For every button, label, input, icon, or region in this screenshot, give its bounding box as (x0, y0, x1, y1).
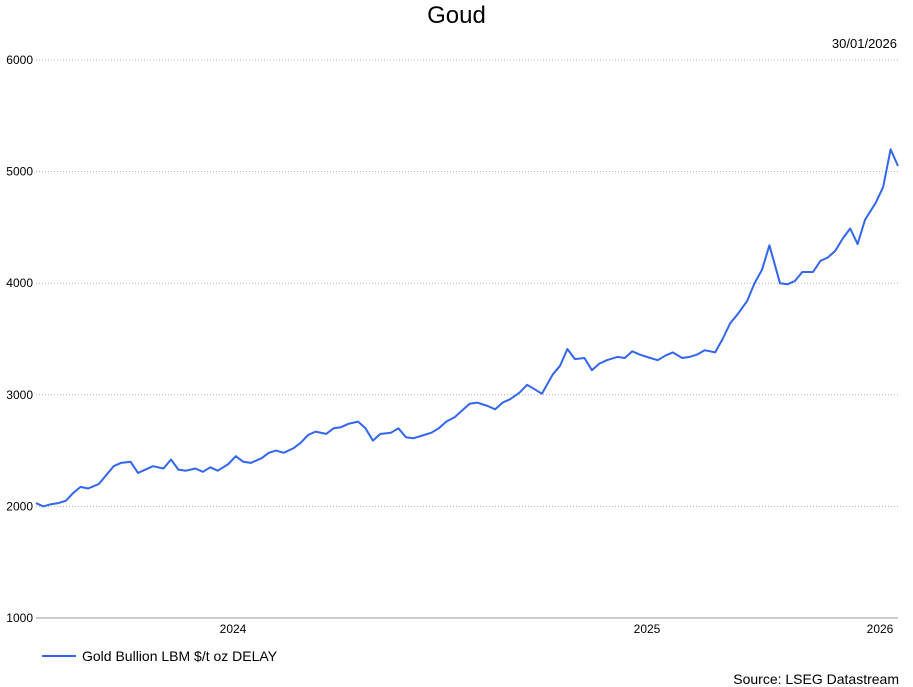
legend-label: Gold Bullion LBM $/t oz DELAY (82, 648, 278, 664)
chart-source: Source: LSEG Datastream (733, 671, 899, 687)
x-tick-label: 2024 (220, 622, 247, 636)
series-line-gold-bullion (35, 148, 899, 508)
y-tick-label: 5000 (6, 165, 33, 179)
y-tick-label: 6000 (6, 53, 33, 67)
legend: Gold Bullion LBM $/t oz DELAY (42, 648, 277, 664)
y-tick-label: 4000 (6, 276, 33, 290)
y-tick-label: 2000 (6, 499, 33, 513)
y-tick-label: 3000 (6, 388, 33, 402)
chart-date: 30/01/2026 (831, 36, 897, 51)
x-tick-label: 2025 (634, 622, 661, 636)
chart-title: Goud (427, 2, 486, 29)
y-tick-label: 1000 (6, 611, 33, 625)
x-tick-label: 2026 (867, 622, 894, 636)
legend-line-swatch (42, 655, 76, 657)
